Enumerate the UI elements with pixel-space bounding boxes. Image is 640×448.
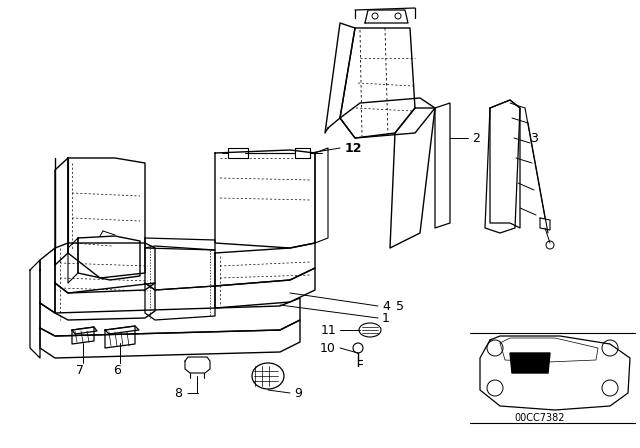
Ellipse shape bbox=[359, 323, 381, 337]
Text: 12: 12 bbox=[345, 142, 362, 155]
Text: 00CC7382: 00CC7382 bbox=[515, 413, 565, 423]
Text: 3: 3 bbox=[530, 132, 538, 145]
Text: 8 —: 8 — bbox=[175, 387, 200, 400]
Text: 1: 1 bbox=[382, 311, 390, 324]
Text: 10: 10 bbox=[320, 341, 336, 354]
Text: 11: 11 bbox=[320, 323, 336, 336]
Ellipse shape bbox=[252, 363, 284, 389]
Polygon shape bbox=[510, 353, 550, 373]
Text: 9: 9 bbox=[294, 387, 302, 400]
Text: 6: 6 bbox=[113, 363, 121, 376]
Text: 4: 4 bbox=[382, 300, 390, 313]
Text: 7: 7 bbox=[76, 363, 84, 376]
Text: 5: 5 bbox=[396, 300, 404, 313]
Text: 2: 2 bbox=[472, 132, 480, 145]
